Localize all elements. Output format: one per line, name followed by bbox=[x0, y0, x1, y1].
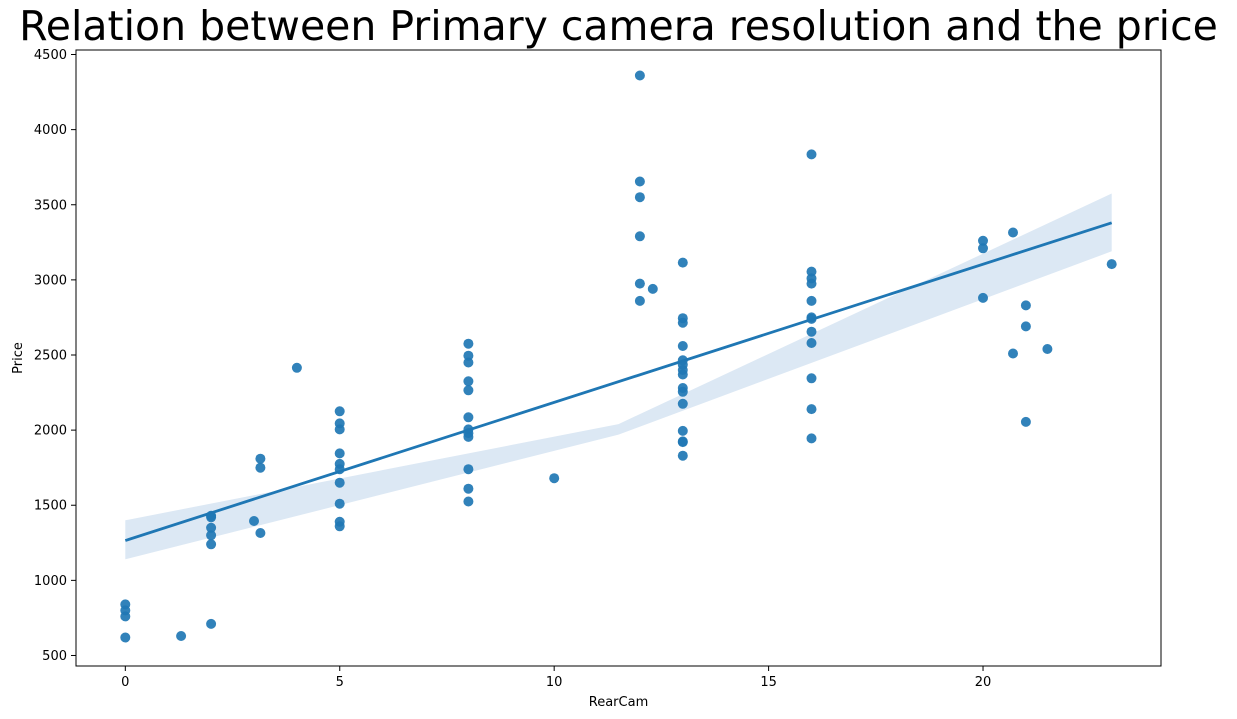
x-tick-label: 10 bbox=[546, 675, 563, 690]
data-point bbox=[463, 338, 474, 349]
data-point bbox=[1106, 259, 1117, 270]
plot-frame bbox=[75, 49, 1162, 667]
data-point bbox=[291, 362, 302, 373]
regression-line bbox=[124, 221, 1113, 542]
data-point bbox=[334, 424, 345, 435]
data-point bbox=[634, 295, 645, 306]
confidence-band-layer bbox=[125, 193, 1112, 560]
data-point bbox=[1008, 348, 1018, 359]
data-point bbox=[806, 326, 817, 337]
data-point bbox=[634, 70, 645, 81]
data-point bbox=[206, 539, 217, 550]
data-point bbox=[249, 516, 259, 526]
data-point bbox=[206, 512, 217, 523]
data-point bbox=[463, 385, 474, 396]
data-point bbox=[806, 338, 817, 348]
data-point bbox=[463, 496, 474, 507]
data-point bbox=[677, 386, 688, 397]
data-point bbox=[677, 317, 688, 328]
y-tick-label: 2000 bbox=[34, 424, 67, 439]
confidence-band bbox=[125, 193, 1112, 560]
y-tick-label: 2500 bbox=[34, 348, 67, 363]
x-tick-label: 15 bbox=[760, 675, 777, 690]
data-point bbox=[634, 278, 645, 289]
y-tick-label: 4500 bbox=[34, 48, 67, 63]
x-axis-label: RearCam bbox=[589, 695, 648, 710]
data-point bbox=[206, 618, 217, 629]
data-point bbox=[1042, 344, 1053, 354]
x-tick-label: 20 bbox=[975, 675, 992, 690]
data-points-layer bbox=[120, 70, 1117, 643]
data-point bbox=[463, 431, 474, 442]
data-point bbox=[1020, 300, 1031, 311]
data-point bbox=[806, 278, 817, 289]
data-point bbox=[120, 632, 131, 643]
data-point bbox=[677, 450, 688, 461]
data-point bbox=[463, 376, 474, 387]
data-point bbox=[806, 433, 817, 444]
data-point bbox=[255, 528, 266, 538]
data-point bbox=[634, 231, 645, 242]
data-point bbox=[677, 425, 688, 436]
data-point bbox=[677, 369, 688, 380]
data-point bbox=[255, 453, 266, 464]
data-point bbox=[634, 176, 645, 187]
data-point bbox=[806, 313, 817, 324]
data-point bbox=[206, 522, 217, 533]
data-point bbox=[334, 448, 345, 459]
data-point bbox=[647, 283, 658, 294]
x-axis-ticks: 0 5 10 15 20 bbox=[121, 666, 991, 690]
data-point bbox=[677, 398, 688, 409]
chart-title: Relation between Primary camera resoluti… bbox=[19, 2, 1218, 50]
x-tick-label: 0 bbox=[121, 675, 129, 690]
y-tick-label: 4000 bbox=[34, 123, 67, 138]
data-point bbox=[463, 464, 474, 475]
data-point bbox=[806, 149, 817, 160]
data-point bbox=[549, 473, 560, 484]
x-tick-label: 5 bbox=[336, 675, 344, 690]
y-tick-label: 500 bbox=[42, 649, 67, 664]
data-point bbox=[1020, 416, 1031, 427]
data-point bbox=[677, 341, 688, 351]
y-axis-ticks: 500 1000 1500 2000 2500 3000 3500 4000 4500 bbox=[34, 48, 76, 664]
data-point bbox=[978, 235, 988, 246]
data-point bbox=[334, 406, 345, 417]
data-point bbox=[255, 462, 266, 473]
data-point bbox=[1008, 227, 1018, 238]
data-point bbox=[463, 357, 474, 368]
data-point bbox=[176, 631, 187, 641]
y-tick-label: 1000 bbox=[34, 574, 67, 589]
data-point bbox=[334, 477, 345, 488]
y-tick-label: 3000 bbox=[34, 273, 67, 288]
data-point bbox=[334, 498, 345, 509]
data-point bbox=[978, 243, 988, 254]
data-point bbox=[120, 611, 131, 622]
data-point bbox=[206, 530, 217, 541]
data-point bbox=[463, 412, 474, 423]
data-point bbox=[978, 292, 988, 303]
data-point bbox=[1020, 321, 1031, 332]
y-tick-label: 1500 bbox=[34, 499, 67, 514]
data-point bbox=[806, 373, 817, 384]
data-point bbox=[334, 464, 345, 475]
data-point bbox=[463, 483, 474, 494]
data-point bbox=[334, 521, 345, 532]
y-tick-label: 3500 bbox=[34, 198, 67, 213]
data-point bbox=[806, 295, 817, 306]
data-point bbox=[634, 192, 645, 203]
data-point bbox=[806, 404, 817, 415]
data-point bbox=[677, 257, 688, 268]
y-axis-label: Price bbox=[11, 342, 26, 374]
data-point bbox=[677, 437, 688, 448]
regression-line-layer bbox=[124, 221, 1113, 542]
